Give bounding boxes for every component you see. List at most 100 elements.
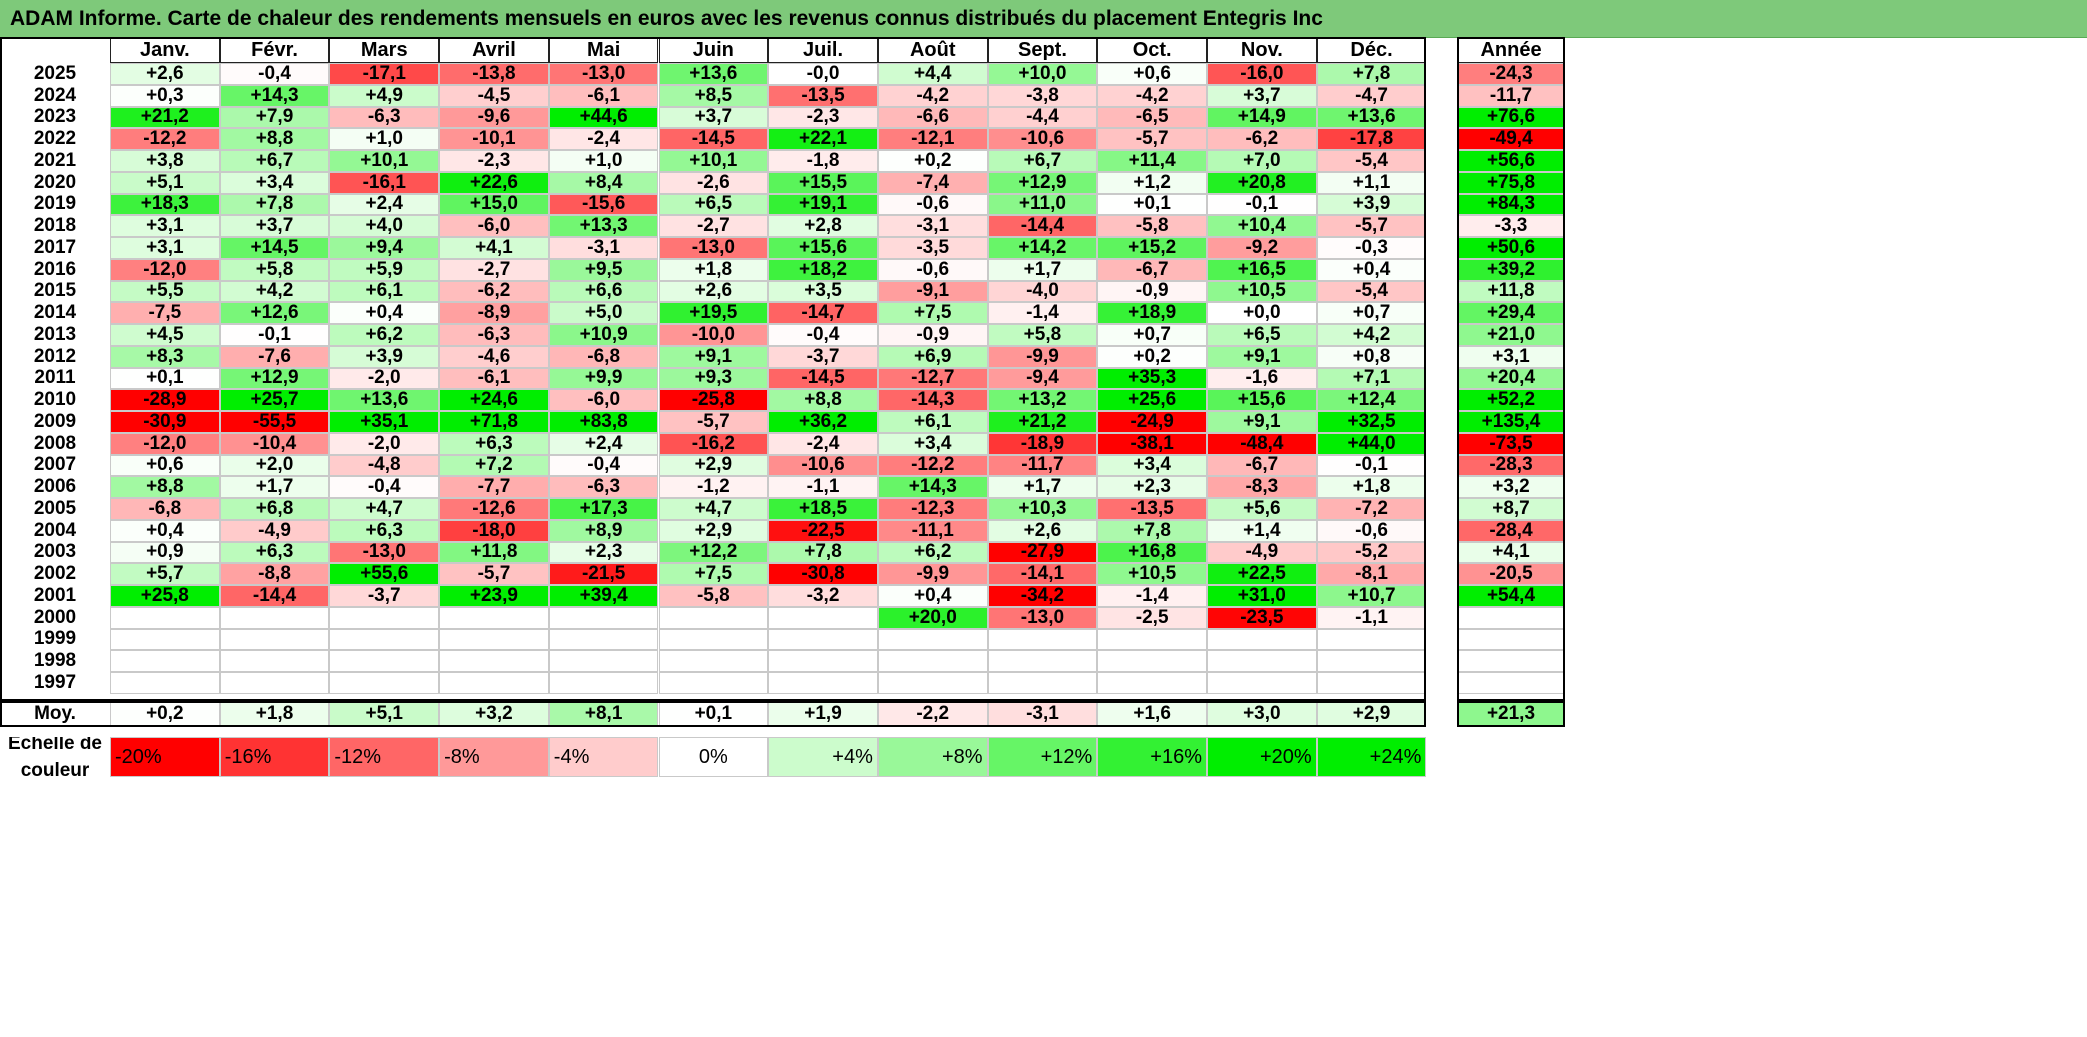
heatmap-cell — [219, 672, 330, 694]
heatmap-cell — [110, 628, 220, 651]
heatmap-cell — [1207, 650, 1317, 672]
heatmap-cell: -1,2 — [658, 476, 769, 498]
heatmap-cell: +6,5 — [1207, 324, 1317, 346]
heatmap-cell: +4,4 — [877, 63, 988, 85]
annual-cell: +3,2 — [1457, 476, 1565, 498]
heatmap-cell: -17,1 — [329, 63, 440, 85]
heatmap-cell: -6,7 — [1097, 258, 1207, 281]
heatmap-cell: +22,6 — [439, 171, 549, 194]
heatmap-cell: +25,6 — [1097, 389, 1207, 411]
heatmap-cell: +1,2 — [1097, 171, 1207, 194]
color-scale-label: Echelle de couleur — [8, 737, 102, 777]
heatmap-cell: -4,7 — [1316, 84, 1427, 107]
heatmap-cell: -18,9 — [987, 432, 1098, 455]
heatmap-cell: -2,0 — [329, 432, 440, 455]
heatmap-cell: -5,4 — [1316, 150, 1427, 172]
heatmap-cell: +1,8 — [1316, 476, 1427, 498]
heatmap-cell: +3,1 — [110, 215, 220, 237]
heatmap-cell: +5,9 — [329, 258, 440, 281]
heatmap-cell: +0,9 — [110, 541, 220, 564]
heatmap-cell: +0,1 — [1097, 193, 1207, 216]
heatmap-cell — [1097, 650, 1207, 672]
heatmap-cell: -6,1 — [548, 84, 659, 107]
heatmap-cell — [658, 650, 769, 672]
heatmap-cell: +2,6 — [987, 519, 1098, 542]
heatmap-cell: -5,7 — [1097, 128, 1207, 150]
heatmap-cell: -2,4 — [548, 128, 659, 150]
heatmap-cell: -14,3 — [877, 389, 988, 411]
heatmap-cell: +10,1 — [329, 150, 440, 172]
annual-cell — [1457, 672, 1565, 694]
heatmap-cell: -2,7 — [439, 258, 549, 281]
heatmap-cell: +8,4 — [548, 171, 659, 194]
heatmap-cell: -7,4 — [877, 171, 988, 194]
annual-cell: +50,6 — [1457, 237, 1565, 259]
heatmap-cell: -0,4 — [329, 476, 440, 498]
year-label: 2005 — [0, 498, 110, 520]
heatmap-cell: +6,2 — [877, 541, 988, 564]
heatmap-cell: +13,2 — [987, 389, 1098, 411]
heatmap-cell: -14,4 — [987, 215, 1098, 237]
month-header: Mars — [329, 37, 440, 63]
heatmap-cell: +0,4 — [329, 302, 440, 324]
heatmap-cell: -6,0 — [548, 389, 659, 411]
heatmap-cell — [439, 628, 549, 651]
year-label: 2003 — [0, 541, 110, 564]
color-scale-swatch: 0% — [658, 737, 769, 777]
heatmap-cell: +12,2 — [658, 541, 769, 564]
heatmap-cell: +1,7 — [987, 258, 1098, 281]
heatmap-cell: +12,9 — [987, 171, 1098, 194]
heatmap-cell: +8,8 — [219, 128, 330, 150]
month-header: Juin — [658, 37, 769, 63]
average-cell: -3,1 — [987, 701, 1098, 727]
heatmap-cell: +3,4 — [1097, 454, 1207, 477]
heatmap-cell: -13,0 — [329, 541, 440, 564]
heatmap-cell: +6,7 — [219, 150, 330, 172]
heatmap-cell: -4,9 — [219, 519, 330, 542]
heatmap-cell: +55,6 — [329, 563, 440, 585]
heatmap-cell: +0,8 — [1316, 345, 1427, 368]
heatmap-cell: +2,9 — [658, 519, 769, 542]
heatmap-cell: -16,2 — [658, 432, 769, 455]
heatmap-cell: +1,8 — [658, 258, 769, 281]
heatmap-cell: -0,6 — [877, 258, 988, 281]
heatmap-cell — [768, 628, 878, 651]
heatmap-cell: +22,1 — [768, 128, 878, 150]
year-label: 2009 — [0, 411, 110, 433]
heatmap-cell: +0,2 — [877, 150, 988, 172]
year-label: 1997 — [0, 672, 110, 694]
heatmap-cell: -3,2 — [768, 585, 878, 607]
heatmap-cell — [1316, 628, 1427, 651]
heatmap-cell: +35,1 — [329, 411, 440, 433]
heatmap-cell: +1,0 — [548, 150, 659, 172]
year-label: 2013 — [0, 324, 110, 346]
annual-cell — [1457, 606, 1565, 629]
heatmap-cell: -0,6 — [877, 193, 988, 216]
heatmap-cell: +36,2 — [768, 411, 878, 433]
heatmap-cell: +10,3 — [987, 498, 1098, 520]
heatmap-cell — [329, 650, 440, 672]
heatmap-cell: -0,0 — [768, 63, 878, 85]
heatmap-cell: -3,5 — [877, 237, 988, 259]
year-label: 2018 — [0, 215, 110, 237]
heatmap-cell: -4,2 — [877, 84, 988, 107]
heatmap-cell: +71,8 — [439, 411, 549, 433]
heatmap-cell: +3,7 — [1207, 84, 1317, 107]
heatmap-cell — [768, 606, 878, 629]
heatmap-cell: -5,7 — [658, 411, 769, 433]
heatmap-cell: +13,6 — [658, 63, 769, 85]
month-header: Sept. — [987, 37, 1098, 63]
month-header: Nov. — [1207, 37, 1317, 63]
annual-cell — [1457, 628, 1565, 651]
heatmap-cell: +3,7 — [219, 215, 330, 237]
heatmap-cell — [548, 606, 659, 629]
heatmap-cell: -5,2 — [1316, 541, 1427, 564]
heatmap-cell — [658, 628, 769, 651]
heatmap-cell: -3,7 — [329, 585, 440, 607]
heatmap-cell: -3,1 — [877, 215, 988, 237]
heatmap-cell: -12,2 — [877, 454, 988, 477]
heatmap-cell: +3,9 — [1316, 193, 1427, 216]
heatmap-cell: +0,1 — [110, 367, 220, 390]
heatmap-cell: -8,3 — [1207, 476, 1317, 498]
heatmap-cell: -0,1 — [219, 324, 330, 346]
